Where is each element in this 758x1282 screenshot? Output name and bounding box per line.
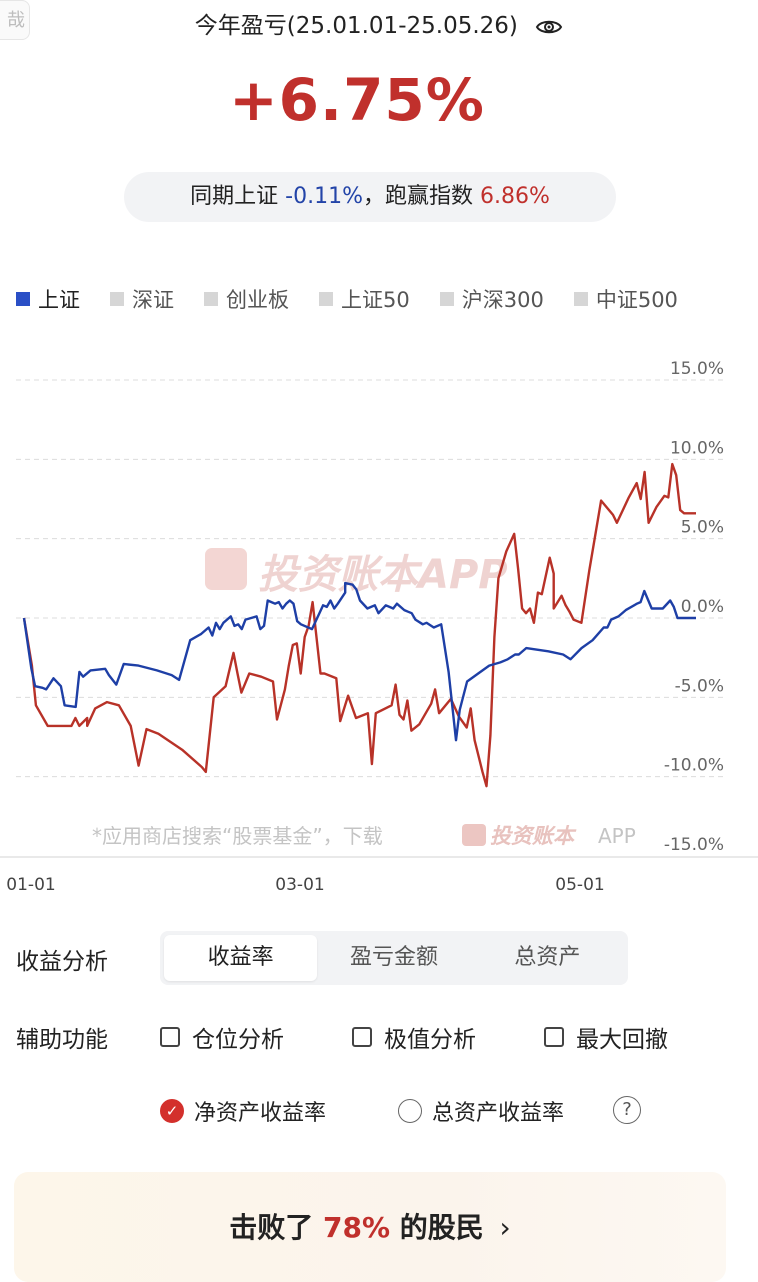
total-return: +6.75% bbox=[229, 66, 485, 134]
y-tick-label: -15.0% bbox=[664, 835, 724, 855]
compare-sep: ，跑赢指数 bbox=[362, 184, 473, 209]
y-tick-label: -5.0% bbox=[675, 676, 724, 696]
legend-item-shenzheng[interactable]: 深证 bbox=[110, 284, 174, 314]
max-drawdown-checkbox[interactable]: 最大回撤 bbox=[544, 1020, 668, 1054]
watermark-text: 投资账本APP bbox=[258, 552, 508, 598]
checkbox-box[interactable] bbox=[544, 1027, 564, 1047]
legend-item-chuangyeban[interactable]: 创业板 bbox=[204, 284, 289, 314]
eye-icon[interactable] bbox=[535, 17, 563, 37]
legend-swatch bbox=[110, 292, 124, 306]
seg-total-assets[interactable]: 总资产 bbox=[514, 945, 581, 970]
legend-swatch bbox=[573, 292, 588, 306]
chart-watermark: 投资账本APP bbox=[205, 548, 508, 598]
legend-item-sz50[interactable]: 上证50 bbox=[319, 284, 410, 314]
x-tick-label: 03-01 bbox=[275, 875, 324, 895]
footer-note-text: *应用商店搜索“股票基金”，下载 bbox=[92, 824, 383, 848]
chart-series bbox=[22, 462, 696, 788]
legend-item-zz500[interactable]: 中证500 bbox=[573, 284, 678, 314]
checkbox-box[interactable] bbox=[352, 1027, 372, 1047]
footer-brand: 投资账本 bbox=[490, 824, 577, 848]
legend-swatch bbox=[319, 292, 333, 306]
analysis-segmented-control: 收益率 盈亏金额 总资产 bbox=[160, 931, 628, 985]
x-tick-label: 05-01 bbox=[555, 875, 604, 895]
legend-swatch bbox=[16, 292, 30, 306]
watermark-logo-icon bbox=[205, 548, 247, 590]
legend-swatch bbox=[204, 292, 218, 306]
legend-swatch bbox=[439, 292, 454, 306]
series-line-portfolio bbox=[22, 462, 696, 788]
radio-circle-icon[interactable] bbox=[398, 1099, 422, 1123]
chevron-right-icon: › bbox=[499, 1211, 511, 1244]
chart-footer-note: *应用商店搜索“股票基金”，下载 投资账本 APP bbox=[92, 824, 636, 848]
y-tick-label: -10.0% bbox=[664, 756, 724, 776]
checkbox-box[interactable] bbox=[160, 1027, 180, 1047]
check-circle-icon[interactable]: ✓ bbox=[160, 1099, 184, 1123]
footer-logo-icon bbox=[462, 824, 486, 846]
index-return: -0.11% bbox=[285, 184, 363, 209]
beat-investors-banner[interactable]: 击败了 78% 的股民 › bbox=[14, 1172, 726, 1282]
excess-return: 6.86% bbox=[479, 184, 550, 209]
legend-item-shangzheng[interactable]: 上证 bbox=[16, 284, 80, 314]
aux-label: 辅助功能 bbox=[16, 1027, 108, 1053]
compare-prefix: 同期上证 bbox=[190, 184, 279, 209]
legend-item-hs300[interactable]: 沪深300 bbox=[439, 284, 544, 314]
return-line-chart[interactable]: 15.0% 10.0% 5.0% 0.0% -5.0% -10.0% -15.0% 投资账本… bbox=[0, 340, 758, 900]
page-title: 今年盈亏(25.01.01-25.05.26) bbox=[0, 6, 758, 40]
help-icon[interactable]: ? bbox=[613, 1096, 641, 1124]
series-line-shangzheng bbox=[22, 581, 696, 742]
seg-return-rate[interactable]: 收益率 bbox=[164, 935, 318, 981]
banner-suffix: 的股民 bbox=[399, 1211, 484, 1244]
x-axis-labels: 01-01 03-01 05-01 bbox=[6, 875, 604, 895]
extreme-analysis-checkbox[interactable]: 极值分析 bbox=[352, 1020, 476, 1054]
y-tick-label: 5.0% bbox=[681, 518, 724, 538]
footer-app: APP bbox=[598, 824, 636, 848]
y-tick-label: 10.0% bbox=[670, 438, 724, 458]
banner-prefix: 击败了 bbox=[229, 1211, 314, 1244]
analysis-label: 收益分析 bbox=[16, 949, 108, 975]
y-tick-label: 0.0% bbox=[681, 597, 724, 617]
net-asset-return-radio[interactable]: ✓ 净资产收益率 bbox=[160, 1095, 326, 1127]
index-legend: 上证 深证 创业板 上证50 沪深300 中证500 bbox=[16, 284, 678, 314]
title-text: 今年盈亏(25.01.01-25.05.26) bbox=[194, 13, 518, 39]
seg-pnl-amount[interactable]: 盈亏金额 bbox=[349, 945, 438, 970]
x-tick-label: 01-01 bbox=[6, 875, 55, 895]
position-analysis-checkbox[interactable]: 仓位分析 bbox=[160, 1020, 284, 1054]
index-compare-pill: 同期上证 -0.11%，跑赢指数 6.86% bbox=[124, 172, 616, 222]
chart-grid bbox=[16, 379, 724, 778]
banner-pct: 78% bbox=[323, 1211, 391, 1244]
total-asset-return-radio[interactable]: 总资产收益率 bbox=[398, 1095, 564, 1127]
y-tick-label: 15.0% bbox=[670, 359, 724, 379]
y-axis-labels: 15.0% 10.0% 5.0% 0.0% -5.0% -10.0% -15.0% bbox=[664, 359, 724, 855]
corner-tab-chip[interactable]: 哉 bbox=[0, 0, 30, 40]
